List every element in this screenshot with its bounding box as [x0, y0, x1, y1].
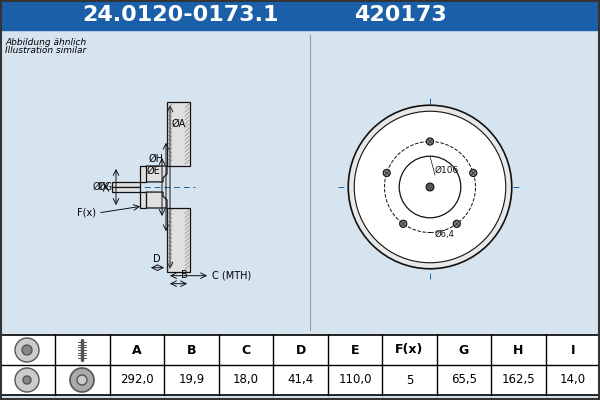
- Text: ØG: ØG: [98, 182, 113, 192]
- Circle shape: [77, 375, 87, 385]
- Text: Abbildung ähnlich: Abbildung ähnlich: [5, 38, 86, 47]
- Text: B: B: [187, 344, 196, 356]
- Text: ØA: ØA: [172, 118, 186, 128]
- Text: 292,0: 292,0: [121, 374, 154, 386]
- Circle shape: [15, 368, 39, 392]
- Text: ØH: ØH: [149, 154, 164, 164]
- Polygon shape: [140, 192, 146, 208]
- Text: 162,5: 162,5: [502, 374, 535, 386]
- Circle shape: [354, 111, 506, 263]
- Bar: [0, 0, 600, 30]
- Text: B: B: [182, 270, 188, 280]
- Bar: [112, 182, 140, 187]
- Text: 41,4: 41,4: [287, 374, 314, 386]
- Text: F(x): F(x): [77, 208, 96, 218]
- Circle shape: [412, 169, 448, 205]
- Text: 14,0: 14,0: [560, 374, 586, 386]
- Text: A: A: [133, 344, 142, 356]
- Circle shape: [22, 345, 32, 355]
- Text: D: D: [295, 344, 305, 356]
- Polygon shape: [140, 166, 146, 182]
- Circle shape: [400, 220, 407, 227]
- Circle shape: [383, 169, 391, 176]
- Text: C (MTH): C (MTH): [212, 271, 251, 281]
- Text: F(x): F(x): [395, 344, 424, 356]
- Text: Ø106: Ø106: [435, 166, 459, 175]
- Text: 65,5: 65,5: [451, 374, 477, 386]
- Text: 24.0120-0173.1: 24.0120-0173.1: [82, 5, 278, 25]
- Text: ØE: ØE: [146, 166, 160, 176]
- Polygon shape: [167, 102, 190, 166]
- Text: G: G: [459, 344, 469, 356]
- Text: 420173: 420173: [353, 5, 446, 25]
- Circle shape: [70, 368, 94, 392]
- Bar: [0, 335, 600, 395]
- Polygon shape: [146, 192, 167, 208]
- Text: Ø6,4: Ø6,4: [435, 230, 455, 240]
- Text: ØI: ØI: [92, 182, 103, 192]
- Text: 18,0: 18,0: [233, 374, 259, 386]
- Text: Illustration similar: Illustration similar: [5, 46, 86, 55]
- Circle shape: [15, 338, 39, 362]
- Circle shape: [426, 183, 434, 191]
- Text: I: I: [571, 344, 575, 356]
- Bar: [112, 187, 140, 192]
- Text: 5: 5: [406, 374, 413, 386]
- Text: C: C: [242, 344, 251, 356]
- Circle shape: [23, 376, 31, 384]
- Polygon shape: [167, 208, 190, 272]
- Circle shape: [348, 105, 512, 269]
- Polygon shape: [146, 166, 167, 182]
- Text: 110,0: 110,0: [338, 374, 372, 386]
- Text: H: H: [513, 344, 524, 356]
- Circle shape: [427, 138, 434, 145]
- Circle shape: [453, 220, 460, 227]
- Circle shape: [399, 156, 461, 218]
- Text: 19,9: 19,9: [179, 374, 205, 386]
- Text: D: D: [152, 254, 160, 264]
- Circle shape: [470, 169, 477, 176]
- Text: E: E: [351, 344, 359, 356]
